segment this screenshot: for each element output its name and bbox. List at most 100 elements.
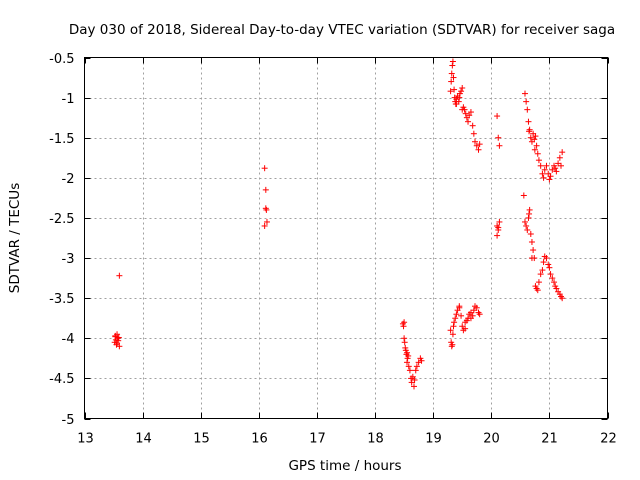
data-point [547,271,554,278]
data-point [537,271,544,278]
x-tick-label: 21 [541,432,558,447]
data-point [459,84,466,91]
data-point [495,134,502,141]
data-point [535,279,542,286]
data-point [261,165,268,172]
data-point [553,168,560,175]
data-point [404,349,411,356]
data-point [533,142,540,149]
data-point [531,136,538,143]
grid [84,57,608,419]
data-point [462,110,469,117]
plot-frame [84,57,608,419]
data-point [540,259,547,266]
data-point [413,363,420,370]
y-tick-label: -4.5 [49,372,74,387]
data-point [458,312,465,319]
x-tick-label: 19 [425,432,442,447]
data-point [559,149,566,156]
data-point [262,205,269,212]
data-point [475,146,482,153]
data-point [476,311,483,318]
data-point [458,88,465,95]
data-point [401,335,408,342]
data-point [527,230,534,237]
data-point [459,106,466,113]
data-point [112,332,119,339]
data-point [116,343,123,350]
data-point [449,331,456,338]
data-point [262,186,269,193]
data-point [469,122,476,129]
data-point [546,264,553,271]
y-axis-label: SDTVAR / TECUs [7,183,23,293]
data-point [473,304,480,311]
data-point [400,323,407,330]
data-point [559,295,566,302]
data-point [553,285,560,292]
y-tick-label: -4 [62,332,75,347]
x-tick-label: 20 [483,432,500,447]
data-point [545,261,552,268]
data-point [448,70,455,77]
data-point [405,363,412,370]
y-tick-label: -3 [62,252,75,267]
data-point [532,133,539,140]
data-point [453,311,460,318]
data-point [476,141,483,148]
data-point [114,340,121,347]
data-point [465,118,472,125]
data-point [546,176,553,183]
data-point [449,58,456,65]
x-tick-label: 18 [367,432,384,447]
data-point [410,383,417,390]
data-point [526,210,533,217]
data-point [551,279,558,286]
data-point [528,239,535,246]
y-tick-label: -1.5 [49,132,74,147]
data-point [494,113,501,120]
data-point [412,367,419,374]
data-point [543,162,550,169]
data-point [530,247,537,254]
data-point [534,150,541,157]
data-point [496,218,503,225]
data-point [539,267,546,274]
data-point [404,359,411,366]
data-point [495,224,502,231]
data-point [540,174,547,181]
data-point [456,94,463,101]
data-point [520,192,527,199]
data-point [450,74,457,81]
data-point [401,319,408,326]
data-point [496,142,503,149]
x-tick-label: 15 [193,432,210,447]
data-point [531,146,538,153]
data-point [449,62,456,69]
data-point [401,339,408,346]
x-tick-label: 22 [600,432,617,447]
data-point [447,327,454,334]
data-point [263,218,270,225]
data-point [470,130,477,137]
data-point [462,325,469,332]
data-point [552,165,559,172]
data-point [450,323,457,330]
x-tick-label: 16 [251,432,268,447]
y-tick-label: -0.5 [49,52,74,67]
data-point [115,334,122,341]
data-point [449,341,456,348]
y-tick-label: -2.5 [49,212,74,227]
data-point [534,287,541,294]
x-tick-label: 13 [77,432,94,447]
data-point [456,304,463,311]
data-point [447,88,454,95]
data-point [524,106,531,113]
data-point [556,154,563,161]
data-point [543,255,550,262]
data-point [524,226,531,233]
data-point [541,166,548,173]
data-point [539,170,546,177]
data-point [523,222,530,229]
